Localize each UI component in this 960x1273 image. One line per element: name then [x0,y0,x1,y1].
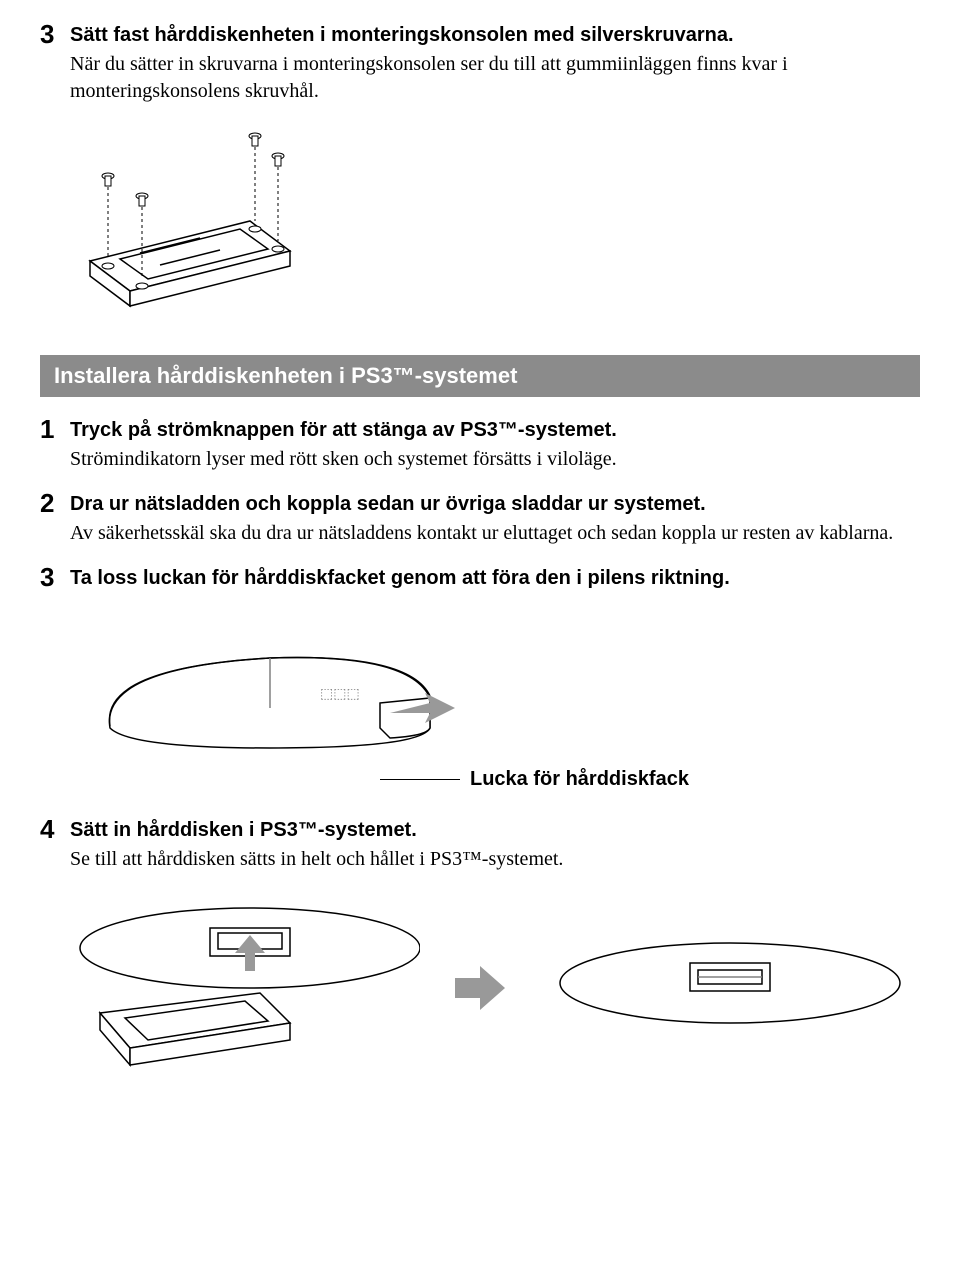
figure-insert-hdd [40,893,920,1083]
step-attach-hdd: 3 Sätt fast hårddiskenheten i monterings… [40,20,920,105]
step-power-off: 1 Tryck på strömknappen för att stänga a… [40,415,920,473]
step-insert-hdd: 4 Sätt in hårddisken i PS3™-systemet. Se… [40,815,920,873]
bracket-svg [50,121,330,331]
arrow-right-icon [450,958,510,1018]
ps3-svg: ⬚⬚⬚ [90,608,470,778]
step-title: Sätt fast hårddiskenheten i monteringsko… [70,22,920,49]
callout-label: Lucka för hårddiskfack [470,768,689,791]
step-number: 3 [40,20,70,105]
insert-right-svg [540,918,920,1058]
step-desc: Strömindikatorn lyser med rött sken och … [70,446,920,473]
step-title: Ta loss luckan för hårddiskfacket genom … [70,565,920,592]
step-remove-cover: 3 Ta loss luckan för hårddiskfacket geno… [40,563,920,592]
step-title: Tryck på strömknappen för att stänga av … [70,417,920,444]
step-body: Tryck på strömknappen för att stänga av … [70,415,920,473]
step-desc: Se till att hårddisken sätts in helt och… [70,846,920,873]
step-number: 1 [40,415,70,473]
figure-mounting-bracket [50,121,920,331]
step-number: 3 [40,563,70,592]
step-title: Sätt in hårddisken i PS3™-systemet. [70,817,920,844]
step-body: Sätt in hårddisken i PS3™-systemet. Se t… [70,815,920,873]
step-body: Dra ur nätsladden och koppla sedan ur öv… [70,489,920,547]
step-body: Sätt fast hårddiskenheten i monteringsko… [70,20,920,105]
section-heading: Installera hårddiskenheten i PS3™-system… [40,355,920,397]
step-desc: Av säkerhetsskäl ska du dra ur nätsladde… [70,520,920,547]
step-title: Dra ur nätsladden och koppla sedan ur öv… [70,491,920,518]
insert-left-svg [40,893,420,1083]
step-body: Ta loss luckan för hårddiskfacket genom … [70,563,920,592]
step-number: 2 [40,489,70,547]
step-unplug: 2 Dra ur nätsladden och koppla sedan ur … [40,489,920,547]
callout-line [380,779,460,780]
svg-text:⬚⬚⬚: ⬚⬚⬚ [320,685,360,701]
callout: Lucka för hårddiskfack [380,768,920,791]
figure-ps3-cover: ⬚⬚⬚ Lucka för hårddiskfack [90,608,920,791]
step-number: 4 [40,815,70,873]
step-desc: När du sätter in skruvarna i monteringsk… [70,51,920,105]
